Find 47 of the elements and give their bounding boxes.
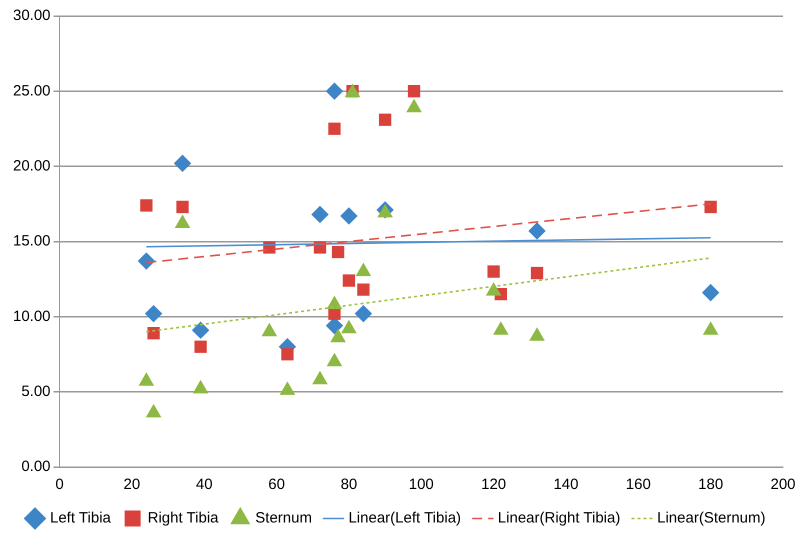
x-tick-label: 100: [408, 476, 434, 494]
point: [140, 199, 153, 212]
y-tick-label: 0.00: [21, 458, 51, 476]
point: [147, 327, 160, 340]
point: [311, 206, 328, 223]
x-tick-label: 200: [770, 476, 796, 494]
point: [378, 114, 392, 126]
point: [408, 85, 420, 98]
point: [487, 265, 500, 278]
x-tick-label: 0: [55, 476, 64, 494]
x-tick-label: 180: [698, 476, 724, 494]
legend-label: Left Tibia: [50, 510, 112, 527]
point: [281, 348, 294, 360]
point: [174, 154, 192, 172]
x-tick-label: 140: [553, 476, 578, 494]
point: [192, 322, 210, 339]
y-tick-label: 5.00: [21, 382, 51, 400]
point: [145, 305, 162, 322]
y-tick-label: 15.00: [12, 232, 51, 250]
legend-label: Right Tibia: [148, 510, 220, 527]
point: [530, 266, 544, 280]
point: [332, 246, 344, 258]
x-tick-label: 80: [340, 476, 358, 494]
x-tick-label: 160: [626, 476, 651, 494]
point: [342, 274, 356, 287]
y-tick-label: 30.00: [12, 7, 51, 24]
legend-label: Sternum: [255, 510, 312, 527]
point: [704, 200, 717, 214]
point: [702, 284, 720, 302]
point: [326, 82, 343, 100]
legend-label: Linear(Right Tibia): [498, 510, 620, 527]
point: [354, 305, 372, 322]
x-tick-label: 40: [196, 476, 213, 494]
y-tick-label: 25.00: [12, 82, 51, 100]
legend-label: Linear(Left Tibia): [348, 510, 462, 527]
point: [328, 122, 341, 135]
point: [176, 200, 189, 214]
x-tick-label: 60: [268, 476, 285, 494]
y-tick-label: 10.00: [12, 308, 51, 325]
point: [357, 283, 370, 296]
x-tick-label: 20: [124, 476, 140, 494]
x-tick-label: 120: [481, 476, 506, 494]
y-tick-label: 20.00: [12, 157, 51, 174]
legend-label: Linear(Sternum): [657, 510, 766, 527]
point: [340, 207, 358, 224]
point: [194, 340, 207, 353]
point: [528, 222, 546, 240]
